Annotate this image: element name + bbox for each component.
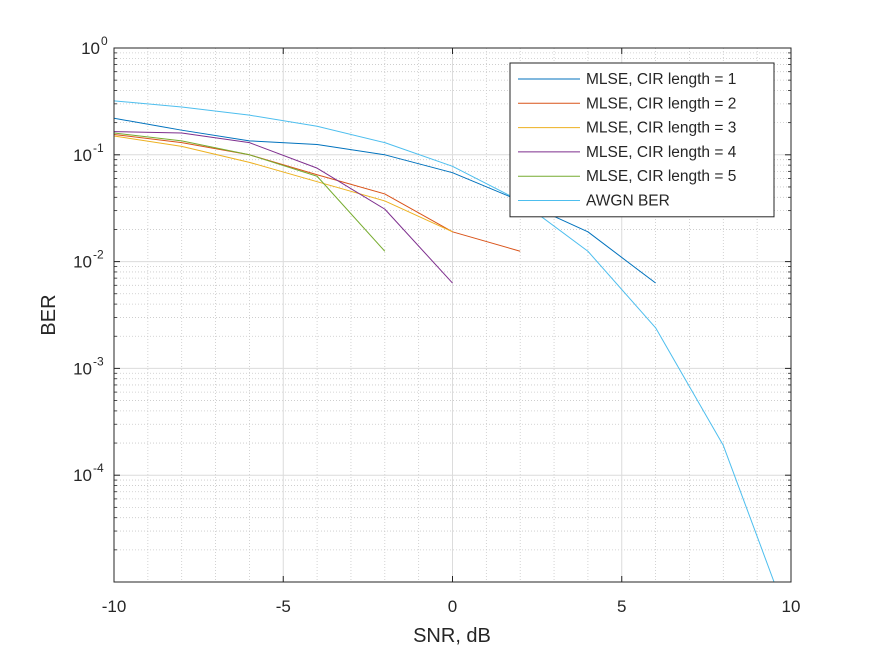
x-tick-label: 0	[448, 597, 457, 616]
y-tick-exponent: 0	[101, 34, 108, 48]
series-line-4	[114, 131, 453, 284]
series-line-1	[114, 117, 656, 284]
y-tick-base: 10	[73, 253, 92, 272]
legend-entry: AWGN BER	[518, 193, 670, 210]
legend-label: MLSE, CIR length = 4	[586, 144, 737, 161]
series-line-5	[114, 132, 386, 252]
y-tick-label: 10 0	[81, 34, 108, 58]
y-axis-label: BER	[38, 294, 60, 335]
x-tick-label: -10	[102, 597, 127, 616]
legend-entry: MLSE, CIR length = 1	[518, 71, 736, 88]
series-lines	[114, 100, 775, 582]
y-tick-base: 10	[73, 359, 92, 378]
y-tick-exponent: -4	[93, 461, 104, 475]
legend-label: MLSE, CIR length = 2	[586, 95, 736, 112]
y-tick-exponent: -1	[93, 141, 104, 155]
x-tick-labels: -10 -5 0 5 10	[102, 597, 801, 616]
y-tick-label: 10 -3	[73, 354, 104, 378]
x-tick-label: -5	[276, 597, 291, 616]
tick-marks	[113, 47, 792, 582]
legend-entry: MLSE, CIR length = 3	[518, 120, 736, 137]
series-line-3	[114, 135, 453, 233]
series-line-6	[114, 100, 775, 582]
legend-label: MLSE, CIR length = 5	[586, 168, 736, 185]
y-tick-label: 10 -4	[73, 461, 104, 485]
legend-entry: MLSE, CIR length = 2	[518, 95, 736, 112]
y-tick-base: 10	[73, 146, 92, 165]
y-tick-exponent: -2	[93, 248, 104, 262]
y-tick-exponent: -3	[93, 354, 104, 368]
legend-label: MLSE, CIR length = 1	[586, 71, 736, 88]
y-tick-label: 10 -2	[73, 248, 104, 272]
legend-box	[509, 62, 775, 218]
x-tick-label: 10	[782, 597, 801, 616]
legend: MLSE, CIR length = 1 MLSE, CIR length = 2…	[509, 62, 775, 218]
x-axis-label: SNR, dB	[413, 625, 491, 647]
x-tick-label: 5	[617, 597, 626, 616]
legend-entry: MLSE, CIR length = 5	[518, 168, 736, 185]
legend-entry: MLSE, CIR length = 4	[518, 144, 737, 161]
y-tick-base: 10	[81, 39, 100, 58]
legend-label: AWGN BER	[586, 193, 670, 210]
y-tick-base: 10	[73, 466, 92, 485]
legend-label: MLSE, CIR length = 3	[586, 120, 736, 137]
y-tick-label: 10 -1	[73, 141, 104, 165]
